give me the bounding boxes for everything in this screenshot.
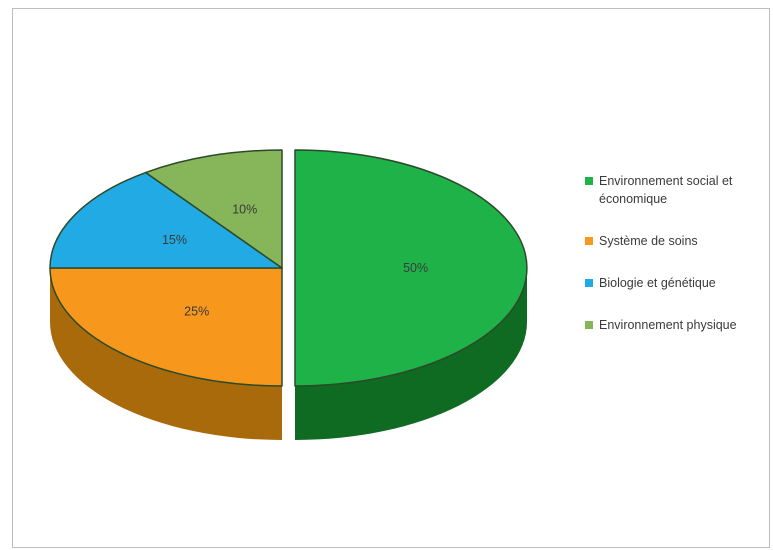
legend-swatch-social-economique: [585, 177, 593, 185]
legend-item-environnement-physique: Environnement physique: [585, 316, 770, 334]
slice-top-2: [49, 171, 283, 269]
legend-label-biologie-genetique: Biologie et génétique: [599, 276, 716, 290]
legend-swatch-systeme-soins: [585, 237, 593, 245]
legend-label-systeme-soins: Système de soins: [599, 234, 698, 248]
slice-top-0: [294, 149, 528, 387]
slice-top-1: [49, 267, 283, 387]
legend-item-biologie-genetique: Biologie et génétique: [585, 274, 770, 292]
value-label-2: 15%: [162, 233, 187, 247]
legend-swatch-biologie-genetique: [585, 279, 593, 287]
legend: Environnement social et économique Systè…: [585, 172, 770, 358]
legend-label-social-economique: Environnement social et économique: [599, 174, 733, 206]
value-label-1: 25%: [184, 304, 209, 318]
legend-item-social-economique: Environnement social et économique: [585, 172, 770, 208]
legend-label-environnement-physique: Environnement physique: [599, 318, 737, 332]
value-label-0: 50%: [403, 261, 428, 275]
legend-item-systeme-soins: Système de soins: [585, 232, 770, 250]
slice-top-3: [144, 149, 283, 269]
legend-swatch-environnement-physique: [585, 321, 593, 329]
slice-side-0: [295, 268, 527, 440]
slice-side-1: [50, 268, 282, 440]
value-label-3: 10%: [232, 203, 257, 217]
